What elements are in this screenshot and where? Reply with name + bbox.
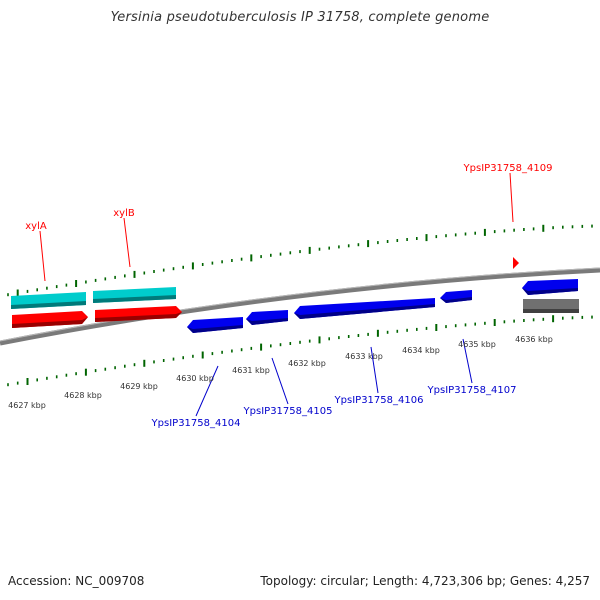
scale-label: 4632 kbp: [288, 359, 326, 368]
scale-label: 4636 kbp: [515, 335, 553, 344]
cds-feature-xylB: [93, 287, 176, 303]
other-feature-grey: [523, 299, 579, 313]
gene-label-YpsIP31758_4107: YpsIP31758_4107: [427, 385, 517, 396]
genome-backbone: [0, 267, 600, 346]
accession-text: Accession: NC_009708: [8, 574, 145, 588]
map-title: Yersinia pseudotuberculosis IP 31758, co…: [110, 10, 490, 25]
cds-feature-xylA: [11, 292, 86, 309]
gene-arrow-unlabeled: [522, 279, 578, 295]
gene-label-xylB: xylB: [113, 208, 135, 219]
gene-arrow-xylB: [95, 306, 182, 322]
gene-label-YpsIP31758_4109: YpsIP31758_4109: [463, 163, 553, 174]
gene-arrow-YpsIP31758_4109: [513, 257, 519, 269]
scale-label: 4633 kbp: [345, 352, 383, 361]
scale-label: 4630 kbp: [176, 374, 214, 383]
gene-arrow-xylA: [12, 311, 88, 328]
gene-arrow-YpsIP31758_4106: [294, 298, 435, 319]
scale-label: 4629 kbp: [120, 382, 158, 391]
scale-label: 4635 kbp: [458, 340, 496, 349]
scale-label: 4631 kbp: [232, 366, 270, 375]
scale-label: 4634 kbp: [402, 346, 440, 355]
gene-arrow-YpsIP31758_4107: [440, 290, 472, 303]
gene-label-YpsIP31758_4105: YpsIP31758_4105: [243, 406, 333, 417]
outer-tick-row: [7, 224, 593, 297]
scale-label: 4627 kbp: [8, 401, 46, 410]
gene-label-YpsIP31758_4106: YpsIP31758_4106: [334, 395, 424, 406]
gene-label-xylA: xylA: [25, 221, 47, 232]
gene-arrow-YpsIP31758_4105: [246, 310, 288, 325]
inner-tick-row: [7, 315, 593, 387]
gene-label-YpsIP31758_4104: YpsIP31758_4104: [151, 418, 241, 429]
gene-arrow-YpsIP31758_4104: [187, 317, 243, 333]
topology-text: Topology: circular; Length: 4,723,306 bp…: [260, 574, 590, 588]
scale-label: 4628 kbp: [64, 391, 102, 400]
